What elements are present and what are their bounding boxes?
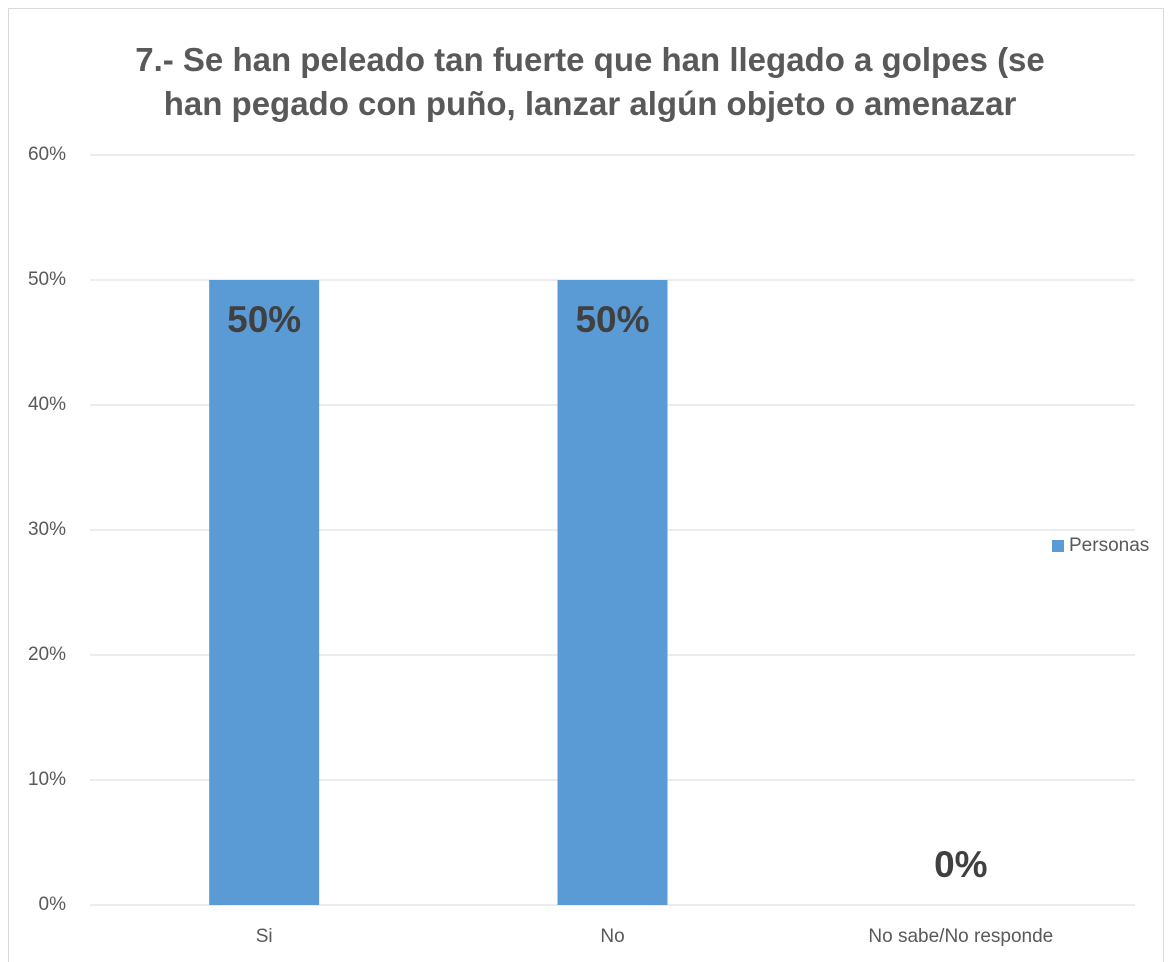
bar (209, 280, 320, 905)
chart-border (8, 8, 1164, 962)
y-tick-label: 0% (39, 894, 67, 915)
y-tick-label: 20% (28, 644, 66, 665)
y-tick-label: 40% (28, 394, 66, 415)
x-tick-label: Si (256, 926, 273, 947)
data-label: 50% (227, 299, 301, 340)
y-tick-label: 30% (28, 519, 66, 540)
y-tick-label: 60% (28, 144, 66, 165)
bar (557, 280, 668, 905)
chart-title: 7.- Se han peleado tan fuerte que han ll… (135, 41, 1045, 122)
legend-swatch (1052, 540, 1064, 552)
data-label: 0% (934, 844, 987, 885)
x-tick-label: No (600, 926, 624, 947)
x-tick-label: No sabe/No responde (868, 926, 1053, 947)
data-label: 50% (575, 299, 649, 340)
y-tick-label: 50% (28, 269, 66, 290)
y-tick-label: 10% (28, 769, 66, 790)
legend-label: Personas (1069, 535, 1149, 556)
